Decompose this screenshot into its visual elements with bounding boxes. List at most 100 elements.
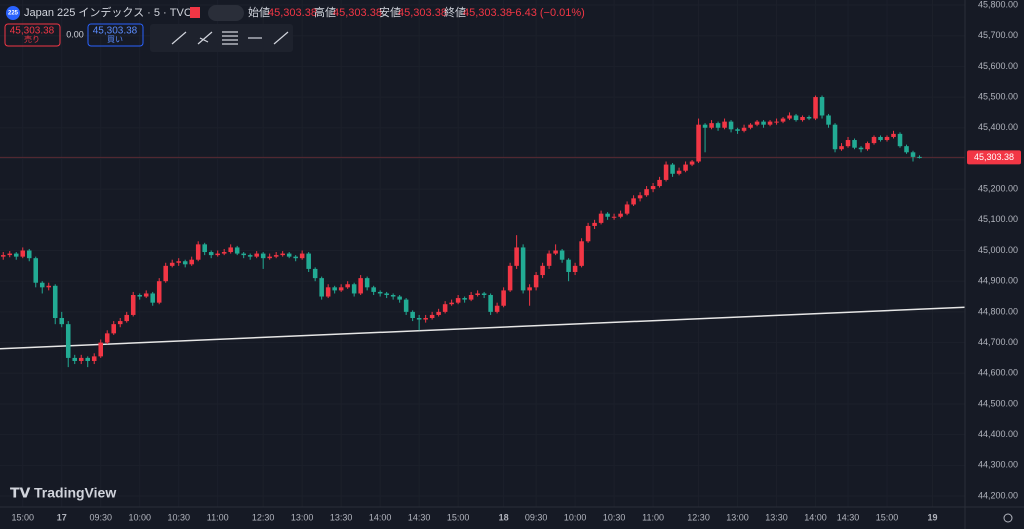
candle-body — [202, 244, 207, 253]
candle-body — [306, 253, 311, 269]
low-label: 安値 — [379, 5, 401, 19]
candle-body — [429, 314, 435, 319]
candle-body — [735, 129, 740, 131]
candle-body — [527, 287, 532, 291]
candle-body — [39, 282, 45, 288]
y-tick-label: 44,300.00 — [978, 460, 1018, 470]
candle-body — [650, 186, 656, 190]
candle-body — [325, 287, 331, 297]
candle-body — [436, 311, 441, 315]
candle-body — [273, 255, 279, 257]
candle-body — [247, 255, 253, 257]
x-tick-label: 10:00 — [128, 512, 151, 522]
candle-body — [78, 357, 84, 361]
candle-body — [572, 265, 578, 272]
tool-ray[interactable] — [197, 31, 213, 45]
candle-body — [605, 213, 610, 217]
sell-button[interactable] — [4, 23, 61, 47]
toggle[interactable] — [208, 5, 244, 21]
candle-body — [150, 293, 155, 303]
candle-body — [163, 265, 168, 282]
candle-body — [761, 121, 766, 125]
candle-body — [319, 278, 324, 297]
candle-body — [475, 293, 480, 295]
low-value: 45,303.38 — [398, 7, 447, 19]
candle-body — [72, 357, 78, 361]
last-price-box — [967, 150, 1021, 165]
candle-body — [338, 287, 344, 291]
candle-body — [871, 136, 877, 144]
candle-body — [481, 293, 487, 295]
sell-label: 売り — [24, 34, 40, 44]
candle-body — [709, 123, 714, 128]
candle-body — [215, 253, 220, 256]
candle-body — [637, 195, 643, 199]
x-tick-label: 14:00 — [369, 512, 392, 522]
candle-body — [176, 261, 181, 263]
x-tick-label: 14:30 — [408, 512, 431, 522]
candle-body — [676, 170, 682, 174]
candle-body — [130, 294, 136, 315]
change-value: −6.43 (−0.01%) — [509, 7, 585, 19]
candle-body — [897, 133, 903, 147]
candle-body — [189, 259, 194, 265]
candle-body — [611, 216, 617, 218]
candle-body — [7, 253, 13, 256]
candle-body — [351, 284, 357, 294]
y-tick-label: 45,800.00 — [978, 0, 1018, 9]
candle-body — [280, 253, 285, 256]
settings-icon[interactable] — [1003, 513, 1013, 523]
x-tick-label: 14:30 — [837, 512, 860, 522]
tool-path[interactable] — [273, 31, 289, 45]
x-tick-label: 13:30 — [765, 512, 788, 522]
candle-body — [267, 256, 272, 259]
x-tick-label: 10:00 — [564, 512, 587, 522]
candle-body — [774, 121, 779, 123]
buy-label: 買い — [107, 35, 123, 44]
y-tick-label: 44,200.00 — [978, 490, 1018, 500]
flag-icon[interactable] — [190, 7, 200, 18]
candle-body — [293, 256, 298, 259]
candle-body — [852, 140, 857, 148]
candle-body — [780, 118, 786, 122]
buy-button[interactable] — [87, 23, 144, 47]
candle-body — [787, 115, 792, 119]
candle-body — [397, 296, 402, 300]
tool-fib[interactable] — [222, 31, 238, 45]
candle-body — [20, 250, 26, 257]
candle-body — [884, 136, 890, 141]
high-label: 高値 — [314, 5, 336, 19]
candle-body — [689, 161, 695, 165]
sell-price: 45,303.38 — [10, 26, 55, 37]
candle-body — [241, 253, 246, 256]
candle-body — [345, 284, 350, 288]
candle-body — [488, 294, 493, 312]
candle-body — [195, 244, 201, 260]
candle-body — [26, 250, 32, 259]
candle-body — [741, 127, 747, 131]
candle-body — [104, 333, 110, 343]
candle-body — [644, 189, 649, 196]
candle-body — [111, 324, 116, 334]
candle-body — [702, 124, 708, 128]
tool-trendline[interactable] — [171, 31, 187, 45]
candle-body — [117, 321, 123, 325]
x-tick-label: 17 — [57, 512, 67, 522]
candle-body — [423, 318, 428, 320]
y-tick-label: 45,100.00 — [978, 214, 1018, 224]
x-tick-label: 10:30 — [167, 512, 190, 522]
candle-body — [384, 293, 389, 295]
candle-body — [124, 314, 129, 322]
candle-body — [728, 121, 734, 130]
x-tick-label: 15:00 — [447, 512, 470, 522]
x-tick-label: 14:00 — [804, 512, 827, 522]
x-tick-label: 09:30 — [525, 512, 548, 522]
close-value: 45,303.38 — [463, 7, 512, 19]
candle-body — [52, 285, 58, 319]
candle-body — [904, 146, 909, 153]
candle-body — [813, 97, 818, 119]
candle-body — [442, 304, 448, 312]
candle-body — [566, 259, 571, 272]
candle-body — [156, 281, 162, 303]
